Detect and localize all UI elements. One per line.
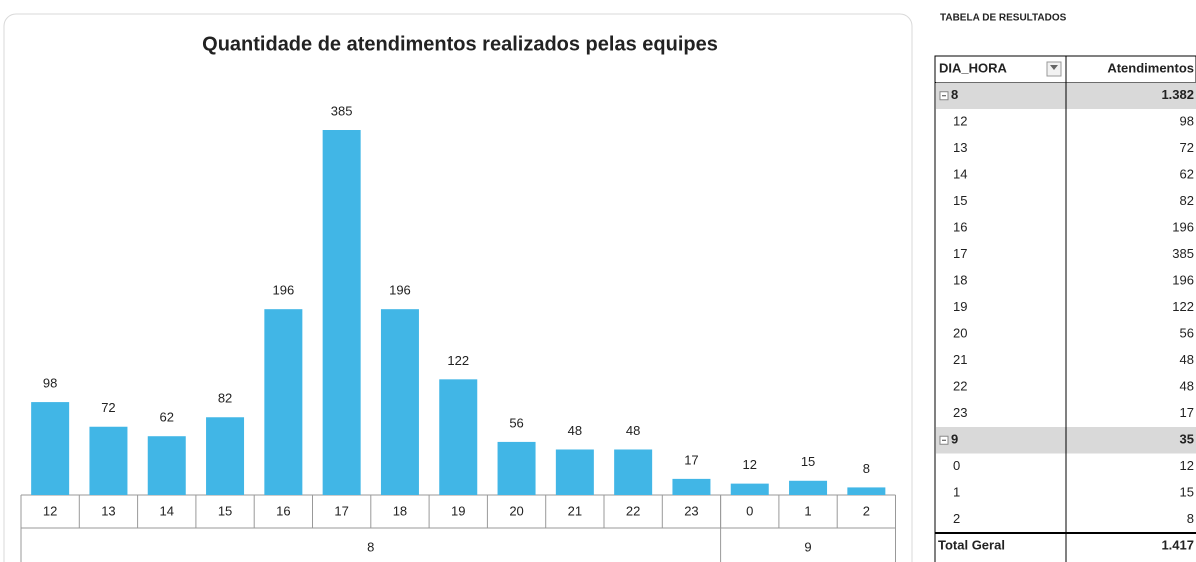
bar [847,487,886,495]
row-label: 22 [953,379,967,394]
group-label: 9 [804,539,811,554]
data-label: 12 [743,457,757,472]
row-label: 0 [953,458,960,473]
bar [147,436,186,495]
row-label: 19 [953,299,967,314]
row-value: 82 [1180,193,1194,208]
x-tick-label: 23 [684,503,698,518]
row-value: 385 [1172,246,1194,261]
row-value: 8 [1187,511,1194,526]
row-value: 15 [1180,485,1194,500]
data-label: 48 [626,423,640,438]
chart-title: Quantidade de atendimentos realizados pe… [202,33,718,55]
row-label: 21 [953,352,967,367]
x-tick-label: 13 [101,503,115,518]
row-value: 12 [1180,458,1194,473]
bar [672,478,711,495]
bar [730,483,769,495]
group-label: 8 [951,87,958,102]
data-label: 82 [218,391,232,406]
bar [614,449,653,495]
group-total: 35 [1180,432,1194,447]
bar [789,480,828,495]
group-total: 1.382 [1161,87,1194,102]
row-label: 18 [953,273,967,288]
data-label: 17 [684,452,698,467]
x-tick-label: 2 [863,503,870,518]
bar [439,379,478,495]
row-value: 48 [1180,379,1194,394]
x-tick-label: 20 [509,503,523,518]
row-label: 20 [953,326,967,341]
x-tick-label: 15 [218,503,232,518]
row-label: 23 [953,405,967,420]
data-label: 8 [863,461,870,476]
bar [31,402,70,495]
total-value: 1.417 [1161,538,1194,553]
row-value: 196 [1172,273,1194,288]
data-label: 122 [447,353,469,368]
row-label: 13 [953,140,967,155]
row-label: 1 [953,485,960,500]
row-label: 16 [953,220,967,235]
row-value: 122 [1172,299,1194,314]
data-label: 56 [509,415,523,430]
row-value: 98 [1180,114,1194,129]
table-title: TABELA DE RESULTADOS [940,13,1067,24]
row-label: 12 [953,114,967,129]
filter-arrow [1050,65,1058,70]
row-value: 72 [1180,140,1194,155]
row-label: 14 [953,167,967,182]
data-label: 15 [801,454,815,469]
row-value: 48 [1180,352,1194,367]
x-tick-label: 0 [746,503,753,518]
data-label: 72 [101,400,115,415]
row-value: 196 [1172,220,1194,235]
bar [89,426,128,495]
bar [264,309,303,495]
data-label: 48 [568,423,582,438]
x-tick-label: 18 [393,503,407,518]
header-cell: Atendimentos [1107,61,1194,76]
x-tick-label: 16 [276,503,290,518]
row-value: 62 [1180,167,1194,182]
total-label: Total Geral [938,538,1005,553]
data-label: 62 [160,410,174,425]
x-tick-label: 22 [626,503,640,518]
data-label: 385 [331,103,353,118]
row-label: 15 [953,193,967,208]
x-tick-label: 12 [43,503,57,518]
data-label: 196 [272,283,294,298]
group-label: 8 [367,539,374,554]
x-tick-label: 21 [568,503,582,518]
row-label: 17 [953,246,967,261]
bar [322,130,361,495]
x-tick-label: 17 [334,503,348,518]
bar [497,441,536,495]
bar [380,309,419,495]
header-cell: DIA_HORA [939,61,1008,76]
row-value: 17 [1180,405,1194,420]
x-tick-label: 14 [160,503,174,518]
x-tick-label: 19 [451,503,465,518]
data-label: 196 [389,283,411,298]
data-label: 98 [43,376,57,391]
bar [206,417,245,495]
bar [555,449,594,495]
row-label: 2 [953,511,960,526]
group-label: 9 [951,432,958,447]
row-value: 56 [1180,326,1194,341]
x-tick-label: 1 [804,503,811,518]
